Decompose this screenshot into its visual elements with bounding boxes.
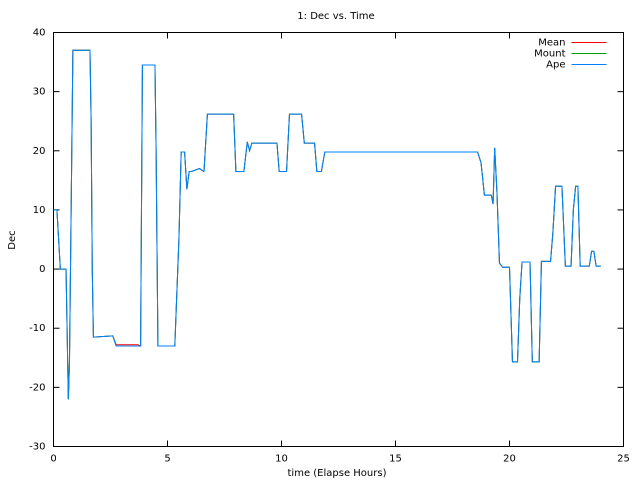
legend-label: Mount <box>534 49 565 60</box>
y-tick-label: 30 <box>33 87 46 98</box>
x-tick-label: 15 <box>389 454 402 465</box>
y-tick-label: -10 <box>29 323 45 334</box>
plot-frame <box>53 32 624 447</box>
x-axis-label: time (Elapse Hours) <box>288 468 387 479</box>
series-line <box>53 49 601 400</box>
x-tick-label: 0 <box>50 454 56 465</box>
x-tick-label: 10 <box>275 454 288 465</box>
y-tick-label: -30 <box>29 442 45 453</box>
y-tick-label: -20 <box>29 382 45 393</box>
y-tick-label: 10 <box>33 205 46 216</box>
y-tick-label: 0 <box>39 264 45 275</box>
y-tick-label: 20 <box>33 146 46 157</box>
x-tick-label: 5 <box>164 454 170 465</box>
legend-label: Ape <box>546 60 565 71</box>
x-tick-label: 25 <box>617 454 630 465</box>
legend-label: Mean <box>538 38 565 49</box>
y-axis-label: Dec <box>7 230 18 249</box>
y-tick-label: 40 <box>33 28 46 39</box>
x-tick-label: 20 <box>503 454 516 465</box>
chart-title: 1: Dec vs. Time <box>297 11 374 22</box>
